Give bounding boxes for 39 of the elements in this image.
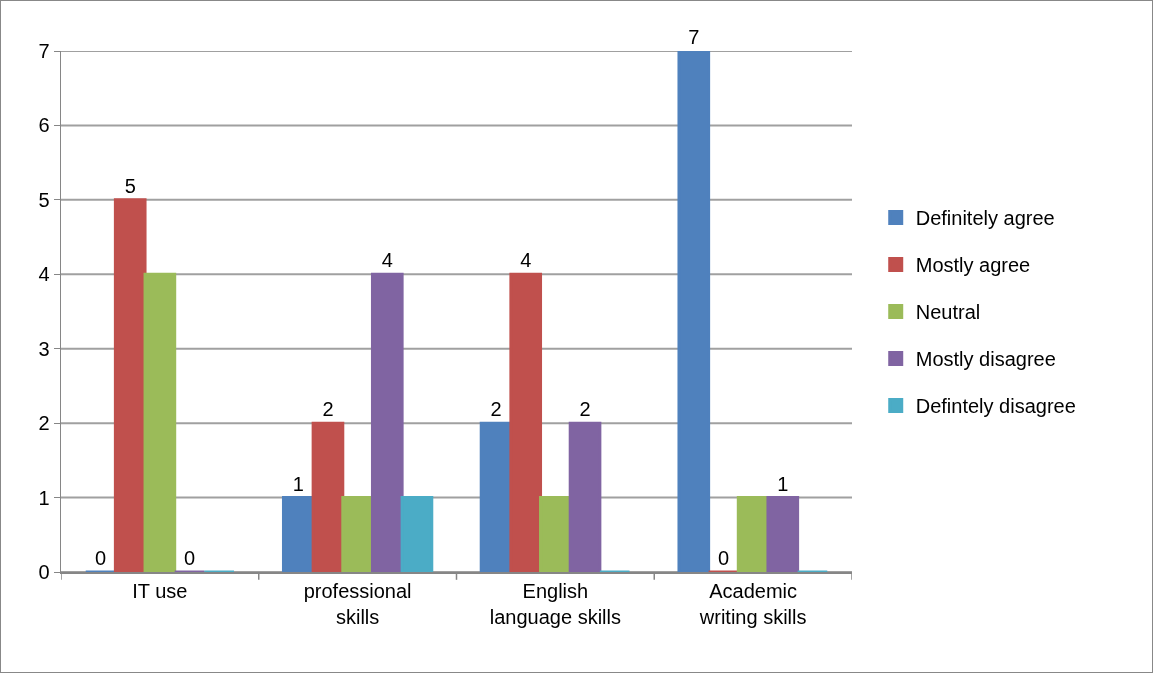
data-label: 1 bbox=[292, 472, 304, 495]
data-label: 7 bbox=[688, 26, 700, 48]
data-label: 5 bbox=[124, 174, 136, 197]
x-tick-label: professional skills bbox=[303, 579, 412, 628]
bar bbox=[113, 198, 147, 572]
data-label: 1 bbox=[777, 472, 789, 495]
bar bbox=[341, 496, 374, 572]
y-tick-label: 2 bbox=[38, 412, 50, 435]
legend-label: Mostly agree bbox=[915, 254, 1031, 277]
legend-label: Mostly disagree bbox=[915, 348, 1056, 371]
bar bbox=[509, 272, 543, 572]
data-label: 4 bbox=[520, 249, 532, 272]
x-tick-label: English language skills bbox=[489, 579, 621, 628]
data-label: 2 bbox=[490, 398, 502, 421]
y-tick-label: 7 bbox=[38, 40, 50, 62]
bar bbox=[539, 496, 572, 572]
x-tick-label: IT use bbox=[132, 579, 188, 602]
y-tick-label: 1 bbox=[38, 486, 50, 509]
bar bbox=[568, 421, 602, 572]
y-tick-label: 3 bbox=[38, 337, 50, 360]
bar bbox=[766, 496, 800, 572]
bar bbox=[281, 496, 315, 572]
y-tick-label: 0 bbox=[38, 561, 50, 583]
data-label: 0 bbox=[717, 547, 730, 569]
bar bbox=[311, 421, 345, 572]
y-tick-label: 4 bbox=[38, 263, 50, 286]
y-tick-label: 5 bbox=[38, 188, 50, 211]
legend-label: Definitely agree bbox=[915, 207, 1055, 230]
legend-label: Neutral bbox=[915, 301, 981, 324]
x-tick-label: Academic writing skills bbox=[698, 579, 807, 628]
y-tick-label: 6 bbox=[38, 114, 50, 137]
legend-label: Defintely disagree bbox=[915, 395, 1076, 418]
bar bbox=[370, 272, 404, 572]
data-label: 4 bbox=[381, 249, 393, 272]
data-label: 0 bbox=[183, 547, 196, 569]
data-label: 2 bbox=[322, 398, 334, 421]
bar bbox=[143, 272, 177, 572]
data-label: 2 bbox=[579, 398, 591, 421]
data-label: 0 bbox=[94, 547, 107, 569]
